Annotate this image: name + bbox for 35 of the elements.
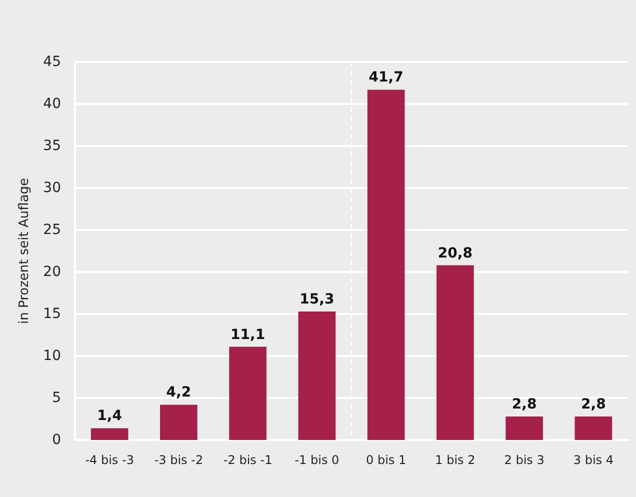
data-label: 11,1 — [230, 326, 266, 343]
y-tick-label: 40 — [43, 96, 61, 112]
x-tick-label: -4 bis -3 — [85, 453, 134, 467]
y-tick-label: 5 — [52, 390, 61, 406]
bar — [436, 265, 474, 440]
x-tick-label: -1 bis 0 — [294, 453, 340, 467]
data-label: 1,4 — [97, 408, 122, 424]
x-tick-label: -3 bis -2 — [154, 453, 204, 467]
y-tick-label: 0 — [52, 432, 61, 448]
data-label: 2,8 — [581, 396, 606, 412]
y-axis-title: in Prozent seit Auflage — [17, 178, 32, 324]
x-tick-label: 1 bis 2 — [435, 453, 476, 467]
bar — [574, 416, 612, 440]
y-tick-label: 10 — [43, 348, 61, 364]
bar — [229, 346, 266, 440]
y-tick-label: 35 — [43, 138, 61, 154]
y-tick-label: 20 — [43, 264, 61, 280]
x-tick-label: -2 bis -1 — [223, 453, 272, 467]
data-label: 41,7 — [368, 70, 404, 86]
x-tick-label: 3 bis 4 — [573, 453, 614, 467]
data-label: 2,8 — [512, 396, 537, 412]
bar — [160, 404, 198, 440]
bar — [298, 311, 336, 440]
bar — [506, 416, 543, 440]
data-label: 15,3 — [300, 291, 334, 308]
x-tick-label: 0 bis 1 — [366, 453, 406, 467]
y-tick-label: 45 — [43, 54, 61, 70]
x-tick-label: 2 bis 3 — [504, 453, 544, 467]
bar — [90, 428, 128, 440]
y-tick-label: 15 — [43, 306, 61, 322]
y-tick-label: 30 — [43, 180, 61, 196]
y-tick-label: 25 — [43, 222, 61, 238]
data-label: 4,2 — [166, 384, 192, 401]
data-label: 20,8 — [438, 245, 472, 262]
bar — [367, 90, 405, 440]
